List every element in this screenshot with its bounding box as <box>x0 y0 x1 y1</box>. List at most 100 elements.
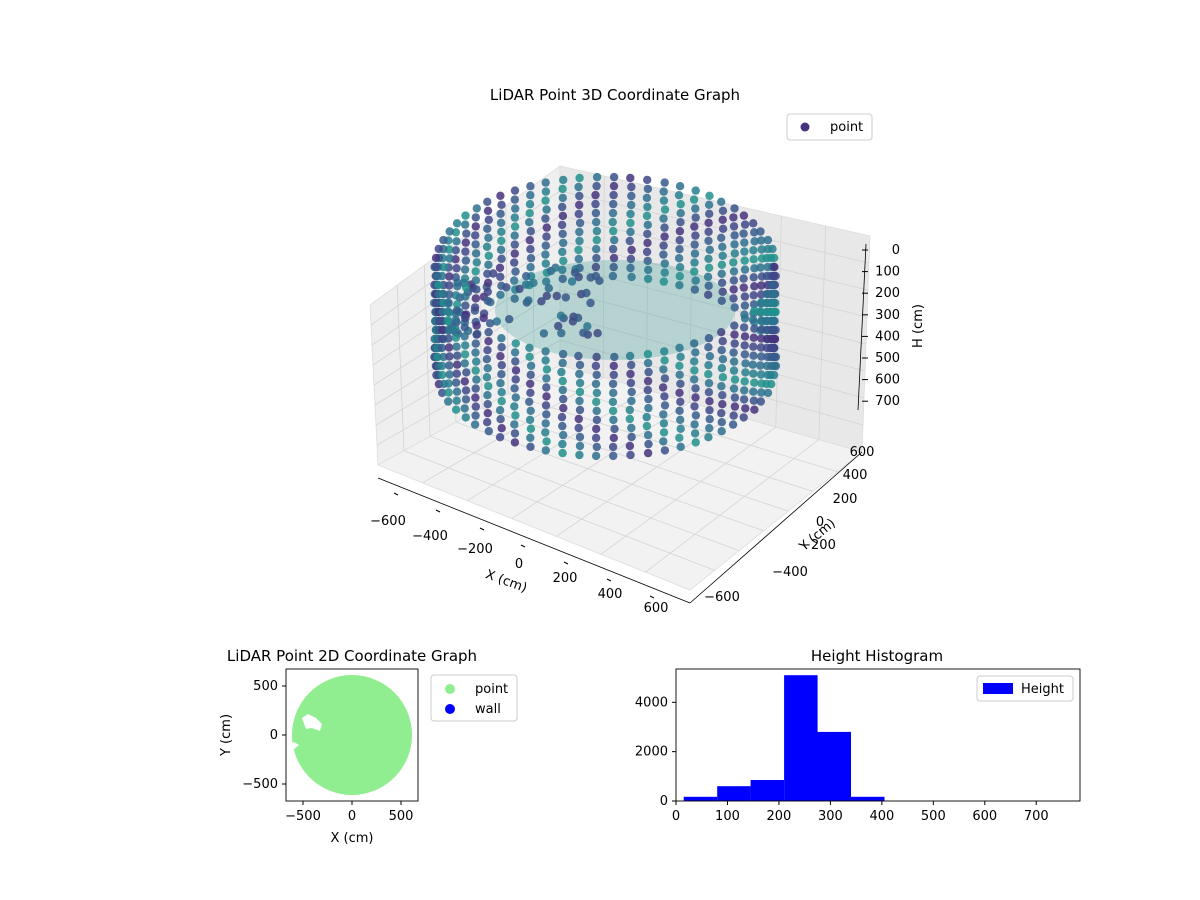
point-3d <box>542 241 550 249</box>
point-3d <box>483 391 491 399</box>
histogram-x-tick-1: 100 <box>715 809 740 824</box>
point-3d <box>511 357 519 365</box>
point-3d <box>609 416 617 424</box>
point-3d <box>704 370 712 378</box>
point-3d <box>591 191 599 199</box>
point-3d <box>511 204 519 212</box>
point-3d <box>542 232 550 240</box>
point-3d <box>496 379 504 387</box>
point-3d <box>543 223 551 231</box>
point-3d <box>643 203 651 211</box>
point-3d <box>749 388 757 396</box>
point-3d <box>498 397 506 405</box>
histogram-y-tick-2: 4000 <box>635 695 668 710</box>
point-3d <box>610 371 618 379</box>
point-3d <box>660 419 668 427</box>
x-tick-3d-2: −200 <box>457 542 493 557</box>
point-3d <box>462 229 470 237</box>
point-3d <box>661 178 669 186</box>
chart-2d: LiDAR Point 2D Coordinate Graph −500 0 5… <box>219 647 517 846</box>
point-3d <box>559 359 567 367</box>
point-3d <box>444 307 452 315</box>
point-3d <box>750 273 758 281</box>
x-ticks-2d: −500 0 500 <box>285 801 413 824</box>
point-3d <box>559 230 567 238</box>
y-tick-2d-0: 500 <box>253 679 278 694</box>
y-tick-2d-2: −500 <box>242 777 278 792</box>
point-3d <box>719 207 727 215</box>
point-3d <box>462 413 470 421</box>
point-3d <box>461 404 469 412</box>
point-3d <box>750 379 758 387</box>
point-3d <box>659 365 667 373</box>
point-3d <box>676 218 684 226</box>
point-3d <box>575 174 583 182</box>
point-3d <box>510 402 518 410</box>
point-3d <box>575 228 583 236</box>
point-3d <box>692 213 700 221</box>
point-3d <box>575 397 583 405</box>
point-3d <box>471 393 479 401</box>
point-3d <box>690 375 698 383</box>
point-3d <box>659 437 667 445</box>
point-3d <box>729 213 737 221</box>
point-3d <box>484 382 492 390</box>
point-3d <box>472 321 480 329</box>
point-3d <box>718 400 726 408</box>
point-3d <box>690 222 698 230</box>
point-3d <box>644 449 652 457</box>
x-tick-3d-5: 400 <box>598 587 623 602</box>
point-3d <box>512 393 520 401</box>
point-3d <box>705 424 713 432</box>
point-3d <box>542 374 550 382</box>
point-3d <box>677 443 685 451</box>
point-3d <box>730 285 738 293</box>
point-3d <box>626 210 634 218</box>
point-3d <box>542 259 550 267</box>
point-3d <box>719 373 727 381</box>
point-3d <box>757 379 765 387</box>
point-3d <box>452 406 460 414</box>
point-3d <box>741 220 749 228</box>
point-3d <box>511 195 519 203</box>
point-3d <box>575 451 583 459</box>
point-3d <box>763 290 771 298</box>
point-3d <box>592 182 600 190</box>
point-3d <box>644 359 652 367</box>
point-3d <box>690 402 698 410</box>
point-3d <box>542 446 550 454</box>
point-3d <box>756 227 764 235</box>
point-3d <box>768 245 776 253</box>
point-3d <box>559 404 567 412</box>
point-3d <box>691 231 699 239</box>
point-3d <box>541 428 549 436</box>
histogram-bar <box>784 675 818 801</box>
point-3d <box>691 393 699 401</box>
point-3d <box>461 323 469 331</box>
point-3d <box>453 397 461 405</box>
point-3d <box>461 350 469 358</box>
x-tick-3d-mark <box>480 528 484 530</box>
legend-histogram-swatch <box>983 683 1013 694</box>
point-3d <box>609 227 617 235</box>
point-3d <box>472 249 480 257</box>
scatter-2d-point-cloud <box>292 675 412 795</box>
point-3d <box>730 366 738 374</box>
point-3d <box>575 255 583 263</box>
point-3d-floor-density <box>495 260 735 360</box>
point-3d <box>644 185 652 193</box>
point-3d <box>511 249 519 257</box>
point-3d <box>484 207 492 215</box>
point-3d <box>453 388 461 396</box>
point-3d <box>461 220 469 228</box>
point-3d <box>749 361 757 369</box>
point-3d <box>730 231 738 239</box>
point-3d <box>692 438 700 446</box>
point-3d <box>497 201 505 209</box>
point-3d <box>472 339 480 347</box>
point-3d <box>575 237 583 245</box>
x-tick-3d-6: 600 <box>644 601 669 616</box>
point-3d <box>717 234 725 242</box>
point-3d <box>740 211 748 219</box>
